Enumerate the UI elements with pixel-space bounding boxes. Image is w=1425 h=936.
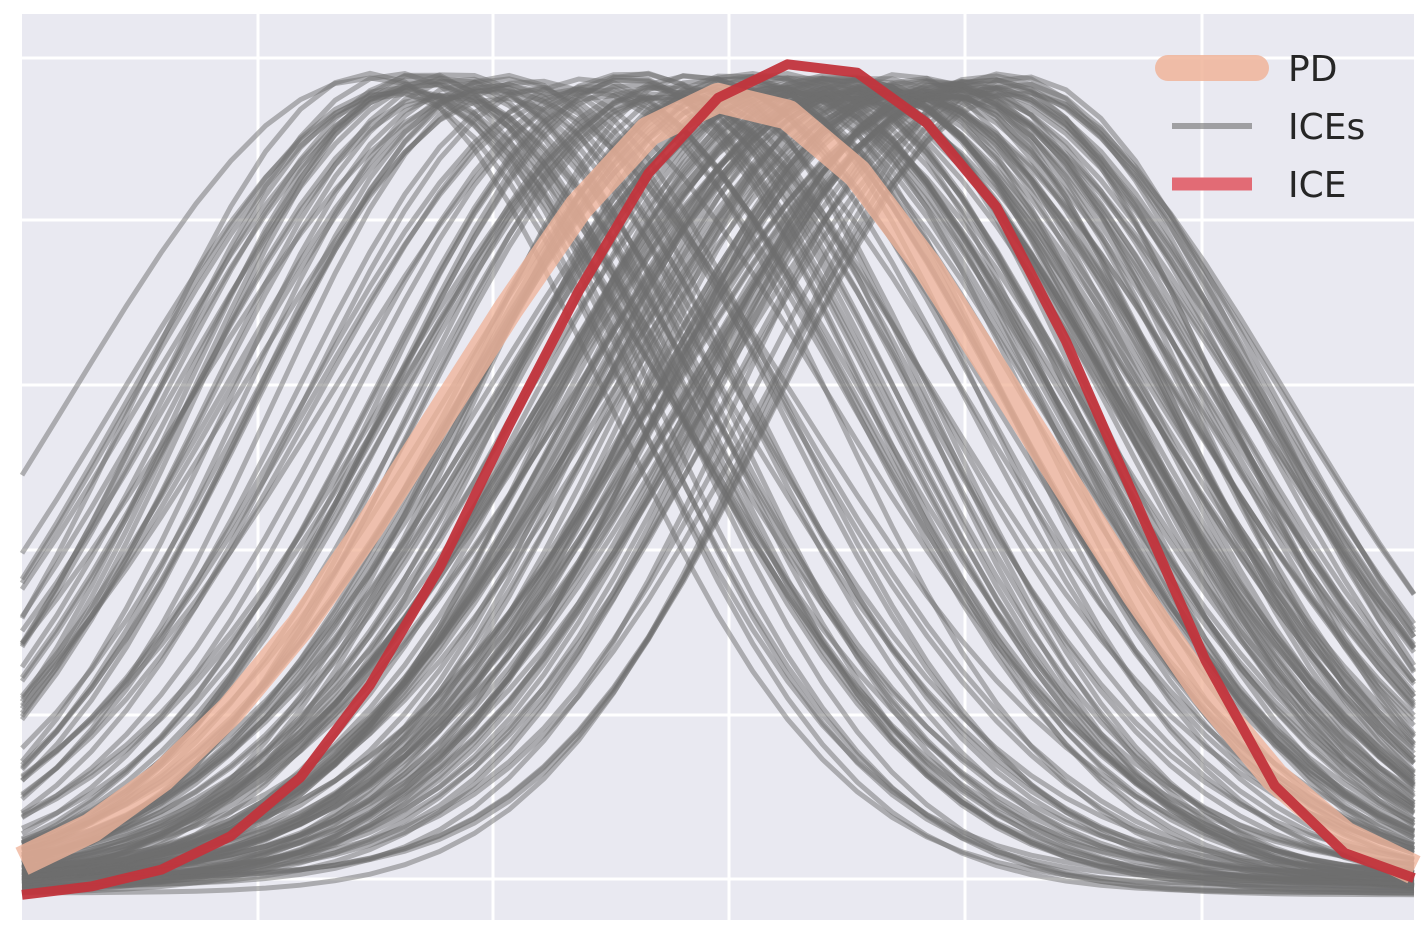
ice-line xyxy=(21,85,1416,866)
ice-line xyxy=(21,76,1416,875)
legend-ice-label: ICE xyxy=(1288,165,1347,206)
ice-line xyxy=(21,78,1416,870)
ice-highlight-group xyxy=(21,59,1416,900)
ice-line xyxy=(19,82,1415,882)
ice-line xyxy=(21,88,1416,876)
ice-line xyxy=(19,70,1414,888)
legend-pd-label: PD xyxy=(1288,49,1337,90)
ice-line xyxy=(20,75,1415,887)
ice-line xyxy=(20,78,1415,868)
ice-line xyxy=(21,75,1416,879)
ice-line xyxy=(20,92,1415,898)
legend-ices-label: ICEs xyxy=(1288,107,1365,148)
ice-highlight-line xyxy=(21,59,1416,900)
ice-line xyxy=(19,77,1415,888)
ice-line xyxy=(21,81,1417,881)
ice-lines-group xyxy=(19,70,1417,898)
legend: PD ICEs ICE xyxy=(1155,49,1365,206)
ice-line xyxy=(21,76,1416,896)
ice-line xyxy=(19,71,1415,893)
ice-line xyxy=(20,81,1415,886)
